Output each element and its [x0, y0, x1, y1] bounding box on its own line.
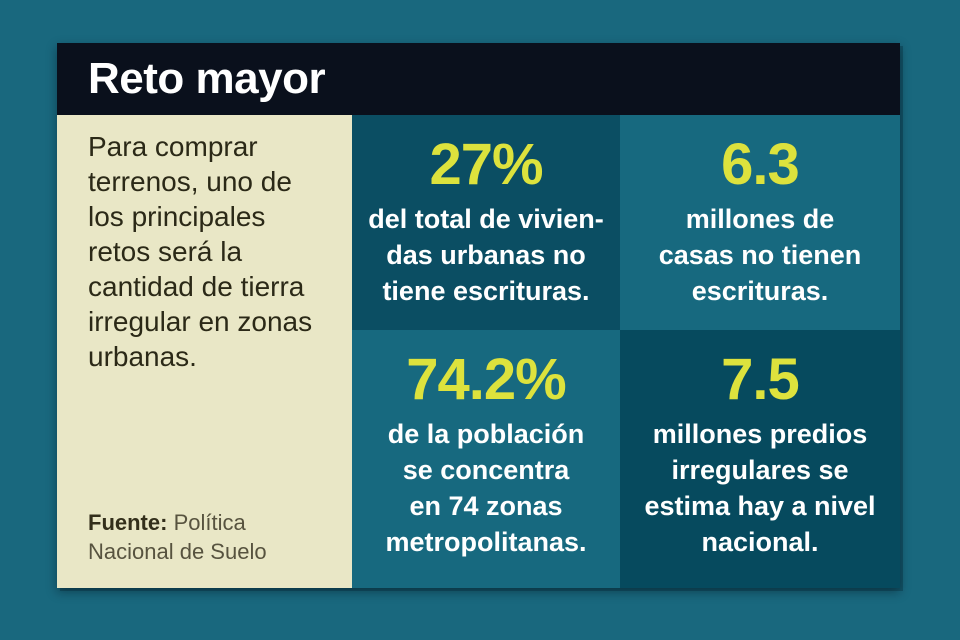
source-line: Fuente: Política [88, 508, 336, 537]
stat-description: millones de casas no tienen escrituras. [658, 204, 862, 306]
stat-tile-casas-sin-escrituras: 6.3 millones de casas no tienen escritur… [620, 115, 900, 330]
stat-value: 6.3 [721, 132, 800, 197]
stat-value: 27% [429, 132, 543, 197]
intro-line: Para comprar [88, 131, 258, 162]
intro-line: terrenos, uno de [88, 166, 292, 197]
stat-tile-zonas-metropolitanas: 74.2% de la población se concentra en 74… [352, 330, 620, 588]
intro-panel: Para comprar terrenos, uno de los princi… [57, 115, 352, 588]
stat-value: 74.2% [406, 347, 566, 412]
card-title: Reto mayor [88, 54, 326, 103]
stat-grid: 27% del total de vivien- das urbanas no … [352, 115, 900, 588]
intro-line: retos será la [88, 236, 243, 267]
card-header: Reto mayor [57, 43, 900, 115]
source-note: Fuente: Política Nacional de Suelo [88, 508, 336, 566]
stat-description: del total de vivien- das urbanas no tien… [368, 204, 604, 306]
intro-line: irregular en zonas [88, 306, 313, 337]
stat-value: 7.5 [721, 347, 800, 412]
infographic-card: Reto mayor Para comprar terrenos, uno de… [57, 43, 900, 588]
stat-description: de la población se concentra en 74 zonas… [385, 419, 587, 557]
intro-line: los principales [88, 201, 266, 232]
stat-description: millones predios irregulares se estima h… [644, 419, 876, 557]
intro-paragraph: Para comprar terrenos, uno de los princi… [88, 129, 328, 374]
intro-line: urbanas. [88, 341, 197, 372]
stat-tile-predios-irregulares: 7.5 millones predios irregulares se esti… [620, 330, 900, 588]
source-text: Política [173, 510, 246, 535]
card-body: Para comprar terrenos, uno de los princi… [57, 115, 900, 588]
source-label: Fuente: [88, 510, 168, 535]
source-text: Nacional de Suelo [88, 539, 267, 564]
stat-tile-viviendas-urbanas: 27% del total de vivien- das urbanas no … [352, 115, 620, 330]
intro-line: cantidad de tierra [88, 271, 305, 302]
